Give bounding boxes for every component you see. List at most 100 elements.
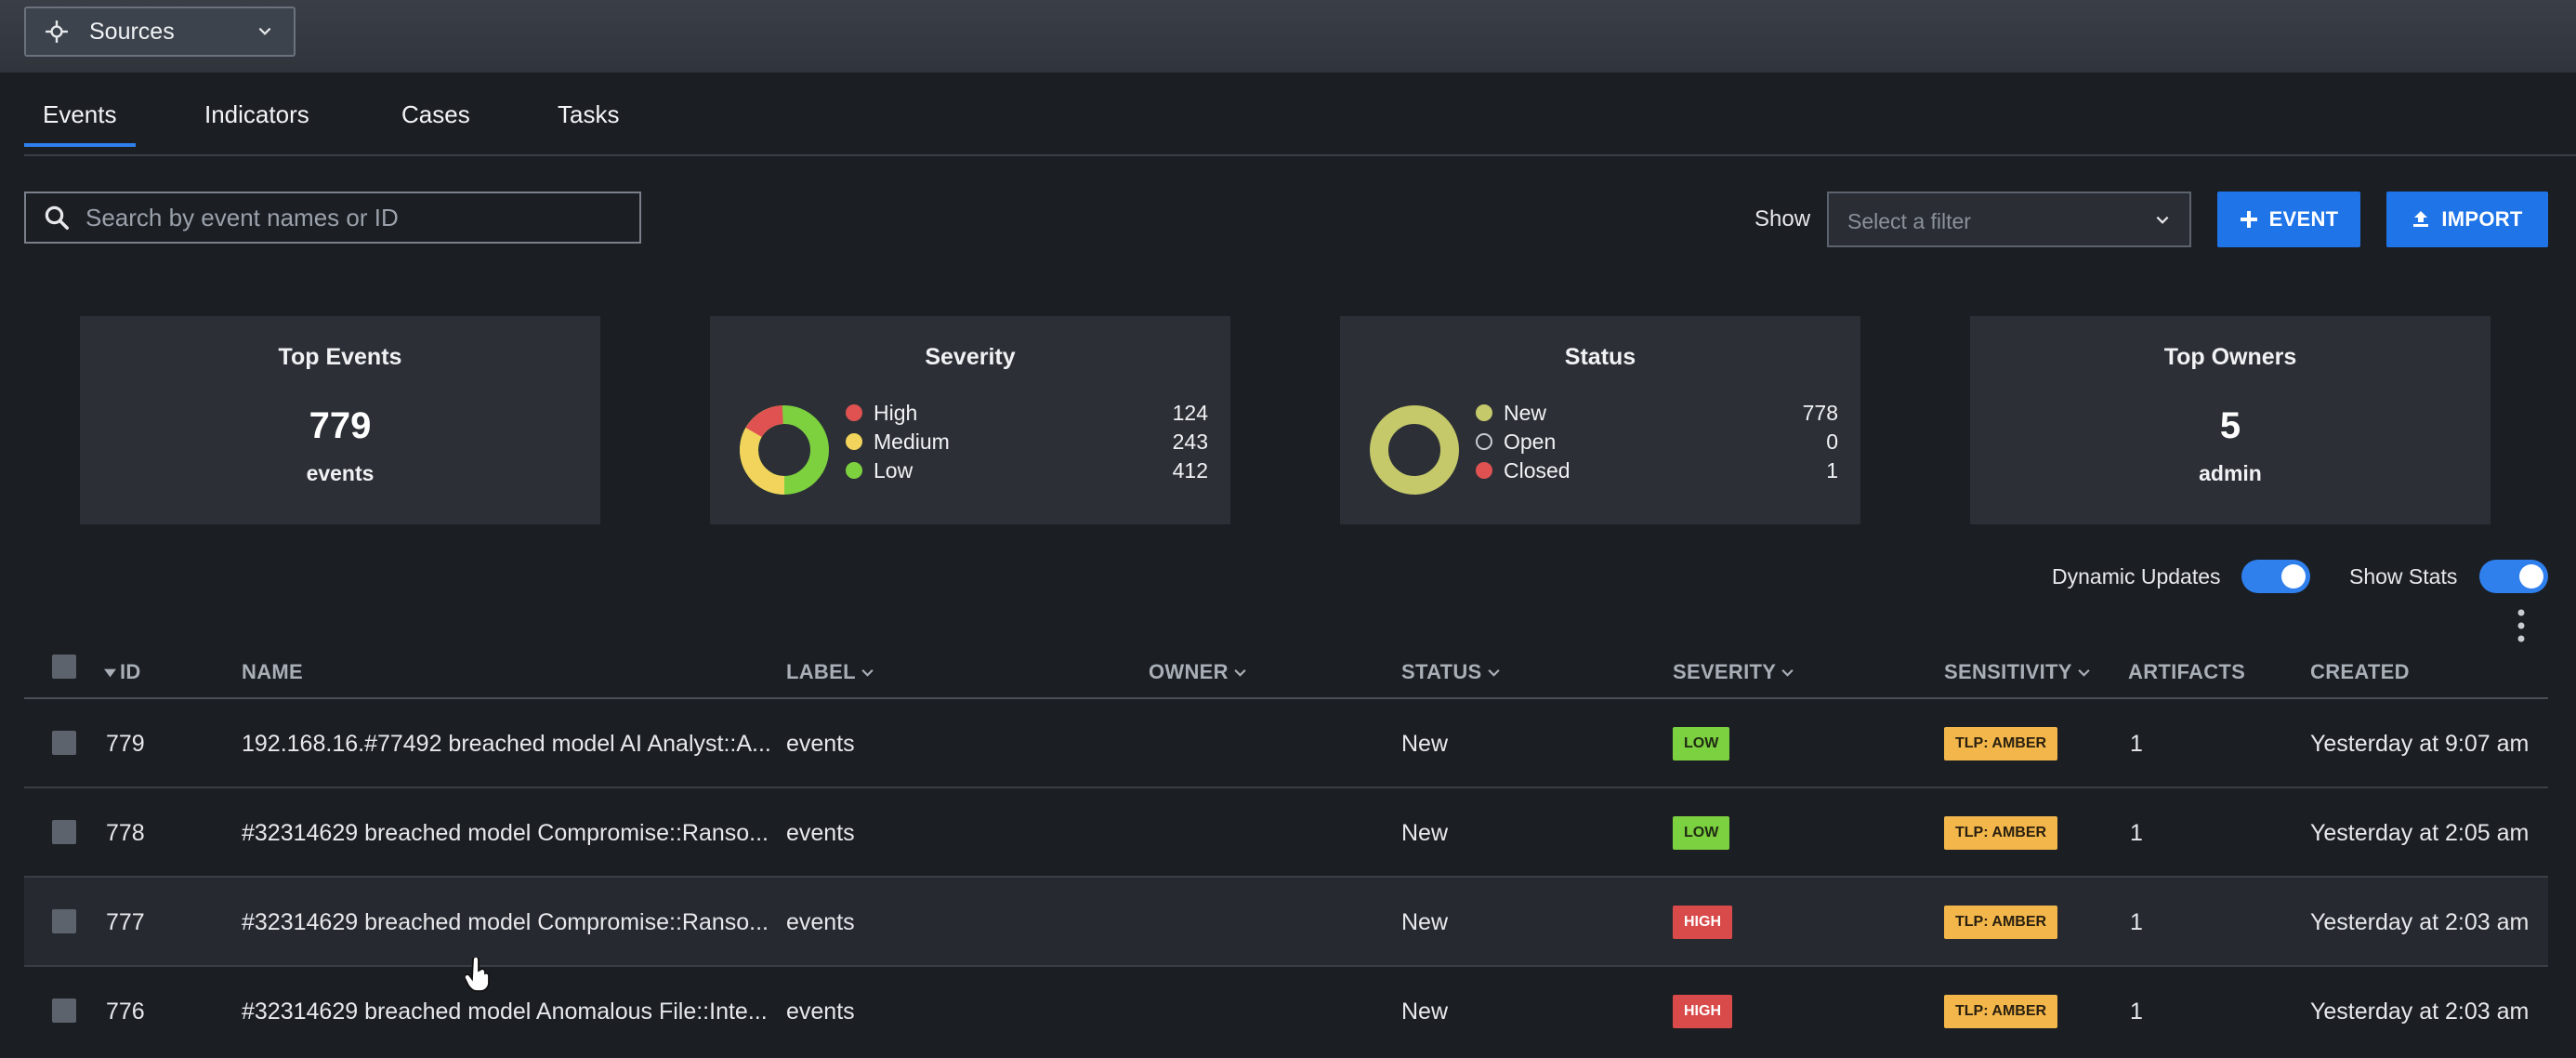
table-row[interactable]: 778 #32314629 breached model Compromise:… [24,788,2548,878]
column-header-label[interactable]: LABEL [786,660,874,684]
header-label: STATUS [1401,660,1482,683]
top-events-card[interactable]: Top Events 779 events [80,316,600,524]
status-card[interactable]: Status New 778 Open 0 Closed 1 [1340,316,1860,524]
cell-label: events [786,731,855,757]
show-label: Show [1755,206,1811,231]
chevron-down-icon [1781,669,1794,677]
severity-card[interactable]: Severity High 124 Medium 243 Low 412 [710,316,1230,524]
filter-select[interactable]: Select a filter [1827,192,2191,247]
severity-legend: High 124 Medium 243 Low 412 [846,400,1208,486]
cell-artifacts: 1 [2130,998,2143,1025]
new-dot-icon [1476,404,1492,421]
sources-dropdown[interactable]: Sources [24,7,296,57]
severity-badge: HIGH [1673,906,1732,939]
header-label: SENSITIVITY [1944,660,2072,683]
top-events-count: 779 [309,405,372,446]
table-row[interactable]: 777 #32314629 breached model Compromise:… [24,878,2548,967]
legend-row-high: High 124 [846,400,1208,429]
toggle-knob [2519,564,2543,589]
crosshair-icon [46,20,68,43]
filter-placeholder: Select a filter [1847,209,1971,233]
sensitivity-badge: TLP: AMBER [1944,727,2058,760]
column-header-id[interactable]: ID [104,660,141,684]
show-stats-label: Show Stats [2349,564,2458,589]
column-header-severity[interactable]: SEVERITY [1673,660,1794,684]
card-title: Top Events [278,344,402,370]
column-header-artifacts[interactable]: ARTIFACTS [2128,660,2246,683]
open-dot-icon [1476,433,1492,450]
severity-donut-chart [740,404,829,495]
more-options-icon[interactable] [2517,608,2526,643]
dynamic-updates-label: Dynamic Updates [2052,564,2221,589]
cell-status: New [1401,998,1449,1025]
cell-created: Yesterday at 2:03 am [2310,909,2530,935]
dynamic-updates-toggle[interactable] [2241,560,2310,593]
medium-dot-icon [846,433,862,450]
header-label: SEVERITY [1673,660,1777,683]
plus-icon [2240,211,2257,228]
tab-cases[interactable]: Cases [401,100,470,128]
header-label: OWNER [1149,660,1229,683]
legend-value: 0 [1826,430,1838,454]
cell-id: 779 [106,731,145,757]
legend-label: Low [874,458,913,483]
column-header-created[interactable]: CREATED [2310,660,2410,683]
row-checkbox[interactable] [52,731,76,755]
table-row[interactable]: 776 #32314629 breached model Anomalous F… [24,967,2548,1056]
low-dot-icon [846,462,862,479]
column-header-status[interactable]: STATUS [1401,660,1500,684]
table-row[interactable]: 779 192.168.16.#77492 breached model AI … [24,699,2548,788]
cell-id: 776 [106,998,145,1025]
import-button[interactable]: IMPORT [2386,192,2548,247]
add-event-button[interactable]: EVENT [2217,192,2360,247]
row-checkbox[interactable] [52,909,76,933]
legend-value: 412 [1172,458,1208,483]
top-events-sublabel: events [306,461,375,485]
column-header-owner[interactable]: OWNER [1149,660,1246,684]
column-header-name[interactable]: NAME [242,660,303,683]
top-bar: Sources [0,0,2576,73]
top-owners-sublabel: admin [2199,461,2262,485]
legend-value: 243 [1172,430,1208,454]
severity-badge: LOW [1673,816,1730,850]
cell-name[interactable]: #32314629 breached model Compromise::Ran… [242,909,769,935]
cell-status: New [1401,820,1449,846]
chevron-down-icon [861,669,874,677]
tab-tasks[interactable]: Tasks [558,100,620,128]
cell-status: New [1401,909,1449,935]
column-header-sensitivity[interactable]: SENSITIVITY [1944,660,2090,684]
cell-label: events [786,820,855,846]
legend-row-low: Low 412 [846,457,1208,486]
cell-name[interactable]: #32314629 breached model Anomalous File:… [242,998,768,1025]
top-owners-card[interactable]: Top Owners 5 admin [1970,316,2491,524]
legend-label: Closed [1504,458,1571,483]
card-title: Severity [925,344,1016,370]
cell-id: 778 [106,820,145,846]
legend-label: New [1504,401,1547,425]
high-dot-icon [846,404,862,421]
legend-label: Medium [874,430,950,454]
upload-icon [2413,211,2429,227]
chevron-down-icon [1234,669,1246,677]
tab-events[interactable]: Events [24,100,135,147]
row-checkbox[interactable] [52,998,76,1023]
search-icon [45,205,69,230]
cell-status: New [1401,731,1449,757]
cell-artifacts: 1 [2130,731,2143,757]
row-checkbox[interactable] [52,820,76,844]
search-box[interactable] [24,192,641,244]
legend-row-medium: Medium 243 [846,429,1208,457]
search-input[interactable] [84,202,608,233]
legend-label: High [874,401,918,425]
header-label: LABEL [786,660,856,683]
legend-value: 778 [1802,401,1838,425]
cell-name[interactable]: 192.168.16.#77492 breached model AI Anal… [242,731,771,757]
select-all-checkbox[interactable] [52,655,76,679]
tab-indicators[interactable]: Indicators [204,100,309,128]
closed-dot-icon [1476,462,1492,479]
cell-created: Yesterday at 2:03 am [2310,998,2530,1025]
sort-desc-icon [104,668,116,678]
show-stats-toggle[interactable] [2479,560,2548,593]
chevron-down-icon [2078,669,2090,677]
cell-name[interactable]: #32314629 breached model Compromise::Ran… [242,820,769,846]
